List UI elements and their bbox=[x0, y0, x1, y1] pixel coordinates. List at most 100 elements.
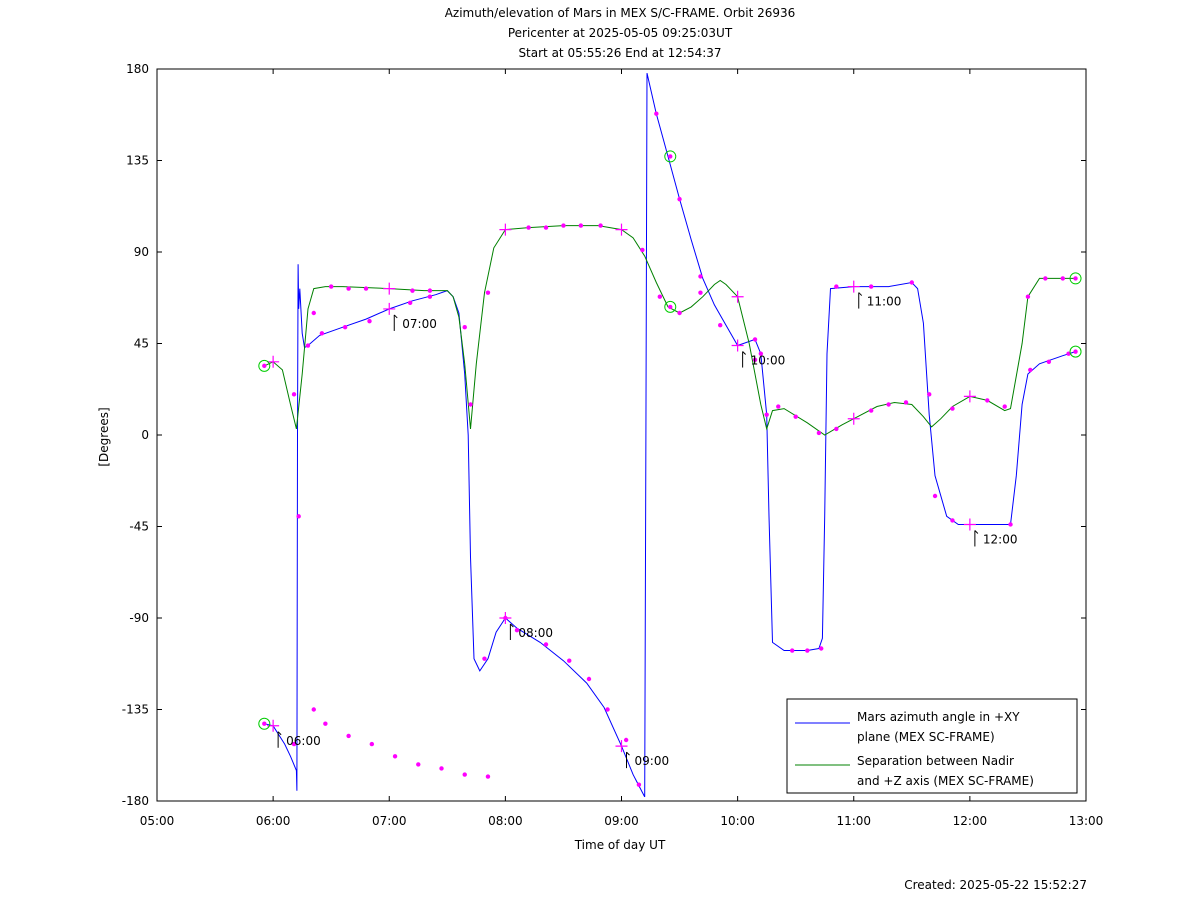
y-tick-label: 90 bbox=[134, 245, 149, 259]
annotation-layer: 06:00 07:00 08:00 09:00 10:00 11:00 12:00 bbox=[277, 292, 1018, 769]
y-tick-label: 45 bbox=[134, 337, 149, 351]
series-line-azimuth bbox=[264, 72, 1076, 798]
time-annotation-arrowhead bbox=[277, 731, 282, 736]
data-point-marker bbox=[718, 323, 723, 328]
data-point-marker bbox=[886, 402, 891, 407]
event-circle-marker bbox=[1069, 345, 1082, 358]
time-annotation-arrowhead bbox=[393, 314, 398, 319]
data-point-marker bbox=[950, 406, 955, 411]
data-point-marker bbox=[482, 656, 487, 661]
data-point-marker bbox=[1043, 276, 1048, 281]
data-point-marker bbox=[909, 280, 915, 285]
time-annotation-label: 12:00 bbox=[983, 532, 1018, 546]
event-circle-marker bbox=[258, 359, 271, 372]
y-axis: 180 135 90 45 0 -45 -90 -135 -180 bbox=[122, 62, 1086, 808]
chart-subtitle-pericenter: Pericenter at 2025-05-05 09:25:03UT bbox=[508, 26, 733, 40]
data-point-marker bbox=[462, 325, 467, 330]
data-point-marker bbox=[657, 294, 663, 299]
data-point-marker bbox=[932, 493, 938, 499]
data-point-marker bbox=[363, 286, 369, 291]
data-point-marker bbox=[623, 737, 629, 743]
legend-label-separation-line1: Separation between Nadir bbox=[857, 754, 1014, 768]
data-point-marker bbox=[561, 223, 566, 228]
created-timestamp: Created: 2025-05-22 15:52:27 bbox=[904, 878, 1087, 892]
data-point-marker bbox=[328, 284, 334, 289]
time-annotation-label: 06:00 bbox=[286, 734, 321, 748]
time-annotation-arrowhead bbox=[858, 292, 863, 296]
legend: Mars azimuth angle in +XY plane (MEX SC-… bbox=[786, 698, 1078, 794]
x-tick-label: 12:00 bbox=[953, 814, 988, 828]
data-point-marker bbox=[698, 274, 703, 279]
data-point-marker bbox=[392, 754, 398, 759]
y-tick-label: 180 bbox=[126, 62, 149, 76]
data-point-marker bbox=[410, 288, 415, 293]
data-point-marker bbox=[1060, 276, 1065, 281]
event-circle-marker bbox=[664, 300, 677, 313]
data-point-marker bbox=[677, 196, 682, 202]
data-point-marker bbox=[462, 772, 467, 777]
data-point-marker bbox=[752, 357, 758, 362]
x-tick-label: 13:00 bbox=[1069, 814, 1104, 828]
hour-plus-marker bbox=[267, 355, 280, 368]
data-point-marker bbox=[793, 414, 798, 419]
data-point-marker bbox=[439, 766, 444, 771]
hour-plus-marker bbox=[847, 412, 860, 425]
x-axis-label: Time of day UT bbox=[574, 838, 666, 852]
data-point-marker bbox=[427, 288, 433, 293]
event-center-dot bbox=[668, 154, 673, 159]
series-layer bbox=[264, 72, 1076, 798]
data-point-marker bbox=[305, 343, 311, 348]
hour-plus-marker bbox=[499, 612, 512, 624]
data-point-marker bbox=[985, 398, 990, 403]
time-annotation-label: 10:00 bbox=[751, 354, 786, 368]
hour-plus-marker bbox=[731, 290, 744, 303]
data-point-marker bbox=[407, 300, 413, 306]
y-tick-label: -135 bbox=[122, 703, 149, 717]
data-point-marker bbox=[1008, 522, 1013, 527]
data-point-marker bbox=[764, 412, 769, 417]
data-point-marker bbox=[1046, 359, 1052, 364]
data-point-marker bbox=[790, 648, 795, 653]
data-point-marker bbox=[598, 223, 603, 228]
time-annotation-label: 08:00 bbox=[518, 626, 553, 640]
data-point-marker bbox=[758, 351, 764, 356]
data-point-marker bbox=[342, 325, 348, 330]
data-point-marker bbox=[427, 294, 433, 299]
data-point-marker bbox=[311, 707, 316, 712]
data-point-marker bbox=[640, 247, 645, 253]
time-annotation-label: 09:00 bbox=[635, 754, 670, 768]
data-point-marker bbox=[1025, 294, 1031, 299]
data-point-marker bbox=[543, 225, 549, 230]
time-annotation-arrowhead bbox=[510, 623, 514, 628]
data-point-marker bbox=[319, 331, 325, 336]
event-circle-marker bbox=[258, 717, 271, 730]
y-tick-label: 135 bbox=[126, 154, 149, 168]
x-tick-label: 11:00 bbox=[836, 814, 871, 828]
data-point-marker bbox=[868, 284, 874, 289]
event-circle-marker bbox=[664, 150, 677, 163]
data-point-marker bbox=[346, 733, 351, 739]
legend-label-azimuth-line2: plane (MEX SC-FRAME) bbox=[857, 730, 995, 744]
hour-plus-marker bbox=[383, 302, 396, 315]
data-point-marker bbox=[636, 782, 642, 787]
plot-area bbox=[156, 68, 1087, 802]
event-center-dot bbox=[1073, 349, 1078, 354]
x-tick-label: 07:00 bbox=[372, 814, 407, 828]
data-point-marker bbox=[819, 646, 824, 651]
data-point-marker bbox=[367, 318, 372, 324]
data-point-marker bbox=[468, 402, 473, 407]
data-point-marker bbox=[586, 676, 592, 682]
time-annotation-label: 11:00 bbox=[867, 295, 902, 309]
data-point-marker bbox=[291, 392, 297, 397]
hour-plus-marker bbox=[963, 390, 976, 403]
hour-plus-marker bbox=[615, 740, 628, 753]
data-point-marker bbox=[677, 310, 682, 316]
hour-plus-marker bbox=[499, 223, 512, 236]
data-point-marker bbox=[903, 400, 909, 405]
data-point-marker bbox=[868, 408, 874, 413]
hour-plus-marker bbox=[383, 282, 396, 295]
y-tick-label: 0 bbox=[141, 428, 149, 442]
legend-box bbox=[786, 698, 1078, 794]
data-point-marker bbox=[654, 111, 659, 116]
data-point-marker bbox=[805, 648, 810, 653]
